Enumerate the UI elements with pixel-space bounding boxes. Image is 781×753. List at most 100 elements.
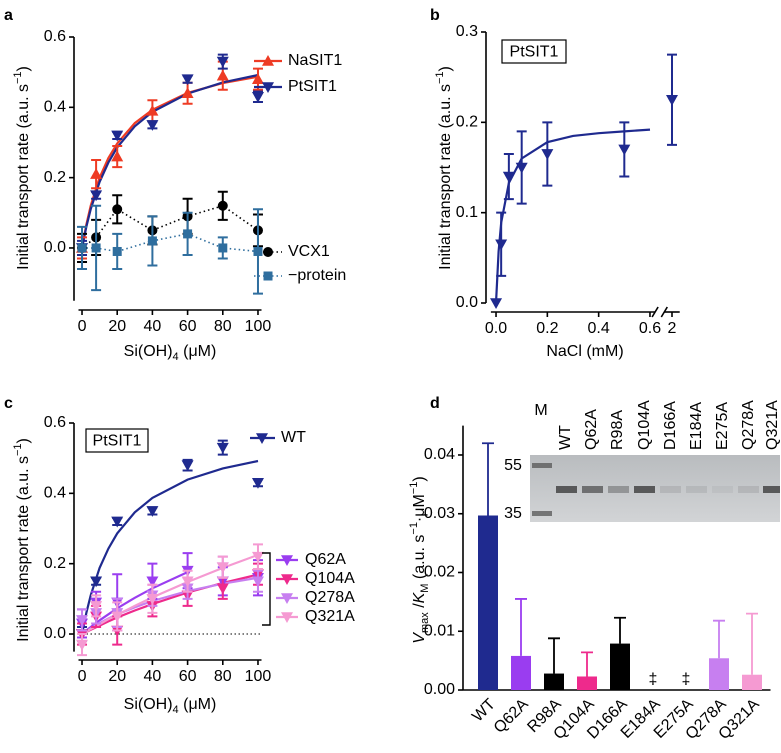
gel-band <box>763 486 780 493</box>
point <box>90 190 103 202</box>
legend-label: Q278A <box>305 589 355 606</box>
x-tick-label: 0 <box>78 318 87 335</box>
point <box>251 73 264 84</box>
error-bar <box>548 637 560 674</box>
lane-label: E184A <box>688 402 705 450</box>
y-axis-label: Vmax /KM (a.u. s−1·μM−1) <box>408 476 431 643</box>
label-box <box>501 39 567 64</box>
point <box>251 576 264 588</box>
error-bar <box>515 598 527 656</box>
axis-break <box>660 306 668 318</box>
point <box>181 460 194 472</box>
y-tick-label: 0.01 <box>424 622 455 639</box>
size-marker-label: 35 <box>504 505 522 522</box>
y-axis-label-part: M <box>419 584 431 593</box>
point <box>251 91 264 103</box>
fit-curve <box>81 576 259 635</box>
y-tick-label: 0.3 <box>456 23 478 40</box>
point <box>251 477 264 489</box>
panel-letter: d <box>430 395 440 412</box>
y-axis-label-part: V <box>411 632 428 644</box>
y-tick-label: 0.02 <box>424 564 455 581</box>
x-tick-label: 20 <box>108 318 126 335</box>
point <box>183 229 193 239</box>
gel-band <box>686 486 707 493</box>
y-axis-label-part: Initial transport rate (a.u. s <box>15 84 32 270</box>
y-axis-label-part: −1 <box>408 482 420 495</box>
lane-label: E275A <box>714 402 731 450</box>
y-axis-label-part: ) <box>15 438 32 443</box>
y-axis-label-part: / <box>411 603 428 612</box>
x-tick-label: 0.2 <box>536 320 558 337</box>
point <box>76 639 89 651</box>
point <box>112 204 123 215</box>
legend-marker <box>263 271 273 281</box>
y-tick-label: 0.2 <box>44 169 66 186</box>
point <box>217 200 228 211</box>
fit-curve <box>81 573 259 635</box>
point <box>91 243 101 253</box>
legend-bracket <box>262 552 271 626</box>
label-box-text: PtSIT1 <box>510 44 559 61</box>
gel-band <box>556 486 577 493</box>
point <box>666 94 678 106</box>
y-axis-label-part: max <box>419 612 431 633</box>
point <box>111 516 124 528</box>
point <box>181 74 194 86</box>
legend-marker <box>281 574 293 585</box>
y-axis-label: Initial transport rate (a.u. s−1) <box>434 66 454 270</box>
legend-label: Q62A <box>305 551 346 568</box>
y-tick-label: 0.0 <box>44 239 66 256</box>
point <box>147 236 157 246</box>
gel-band <box>738 486 759 493</box>
bar <box>511 655 531 690</box>
legend-marker <box>263 247 273 257</box>
point <box>515 162 528 174</box>
point <box>146 576 159 588</box>
lane-label: Q278A <box>740 400 757 450</box>
x-axis-label: Si(OH)4 (μM) <box>124 343 217 363</box>
y-axis-label-part: Initial transport rate (a.u. s <box>15 456 32 642</box>
label-box <box>85 428 149 453</box>
x-tick-label: 40 <box>144 318 162 335</box>
x-tick-label: Q62A <box>491 696 532 737</box>
x-axis-label-part: (μM) <box>179 343 217 360</box>
y-tick-label: 0.1 <box>456 204 478 221</box>
legend-marker <box>281 593 293 604</box>
legend-marker <box>262 82 274 93</box>
bar <box>742 674 762 690</box>
lane-label: M <box>534 402 547 419</box>
point <box>251 551 264 563</box>
bar <box>478 515 498 690</box>
axis-break <box>651 306 659 318</box>
gel-image <box>530 455 780 522</box>
gel-band <box>582 486 603 493</box>
y-axis-label-part: Initial transport rate (a.u. s <box>437 84 454 270</box>
y-axis-label-part: −1 <box>12 71 24 84</box>
point <box>216 583 229 595</box>
y-axis-label: Initial transport rate (a.u. s−1) <box>12 438 32 642</box>
x-axis-label-part: Si(OH) <box>124 696 173 713</box>
label-box-text: PtSIT1 <box>93 433 142 450</box>
x-axis-label-part: 4 <box>173 704 179 716</box>
y-axis-label-part: (a.u. s <box>411 535 428 584</box>
point <box>218 243 228 253</box>
error-bar <box>482 442 494 516</box>
lane-label: Q321A <box>764 400 781 450</box>
gel-band <box>608 486 629 493</box>
point <box>490 298 503 309</box>
x-tick-label: 80 <box>214 668 232 685</box>
y-tick-label: 0.04 <box>424 446 455 463</box>
x-tick-label: 2 <box>668 320 677 337</box>
point <box>618 144 631 156</box>
annotation: ‡ <box>682 671 691 688</box>
legend-label: NaSIT1 <box>288 52 342 69</box>
legend-marker <box>281 555 293 566</box>
y-tick-label: 0.6 <box>44 414 66 431</box>
legend-label: Q104A <box>305 570 355 587</box>
point <box>112 246 122 256</box>
point <box>216 69 229 81</box>
y-axis-label-part: −1 <box>434 71 446 84</box>
lane-label: Q104A <box>636 400 653 450</box>
